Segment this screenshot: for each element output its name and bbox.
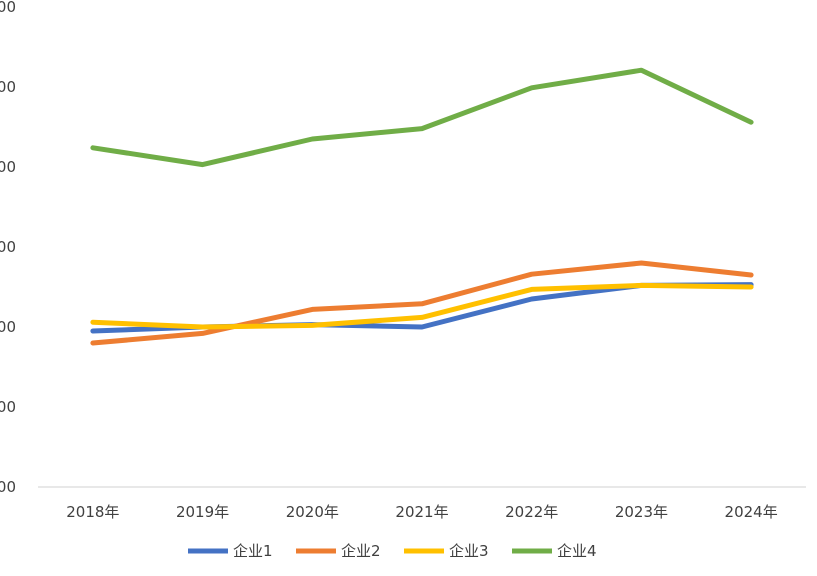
x-tick-label: 2024年 [725, 503, 778, 521]
y-tick-label: 00 [0, 158, 16, 176]
legend: 企业1 企业2 企业3 企业4 [188, 542, 597, 560]
legend-item: 企业1 [188, 542, 273, 560]
y-tick-label: 00 [0, 0, 16, 16]
x-tick-label: 2019年 [176, 503, 229, 521]
x-tick-label: 2018年 [66, 503, 119, 521]
series-line-3 [90, 282, 754, 330]
x-tick-label: 2020年 [286, 503, 339, 521]
x-tick-label: 2023年 [615, 503, 668, 521]
series-lines [90, 67, 754, 346]
x-tick-label: 2022年 [505, 503, 558, 521]
series-line-2 [90, 260, 754, 346]
series-line-4 [90, 67, 754, 168]
legend-item: 企业2 [296, 542, 381, 560]
y-tick-label: 00 [0, 398, 16, 416]
y-tick-label: 00 [0, 318, 16, 336]
legend-label: 企业3 [449, 542, 489, 560]
legend-label: 企业1 [233, 542, 273, 560]
legend-label: 企业2 [341, 542, 381, 560]
legend-item: 企业4 [512, 542, 597, 560]
y-tick-label: 00 [0, 78, 16, 96]
legend-item: 企业3 [404, 542, 489, 560]
y-tick-label: 00 [0, 238, 16, 256]
x-axis-labels: 2018年 2019年 2020年 2021年 2022年 2023年 2024年 [66, 503, 777, 521]
x-tick-label: 2021年 [395, 503, 448, 521]
legend-label: 企业4 [557, 542, 597, 560]
y-tick-label: 00 [0, 478, 16, 496]
y-axis-labels: 00 00 00 00 00 00 00 [0, 0, 16, 496]
